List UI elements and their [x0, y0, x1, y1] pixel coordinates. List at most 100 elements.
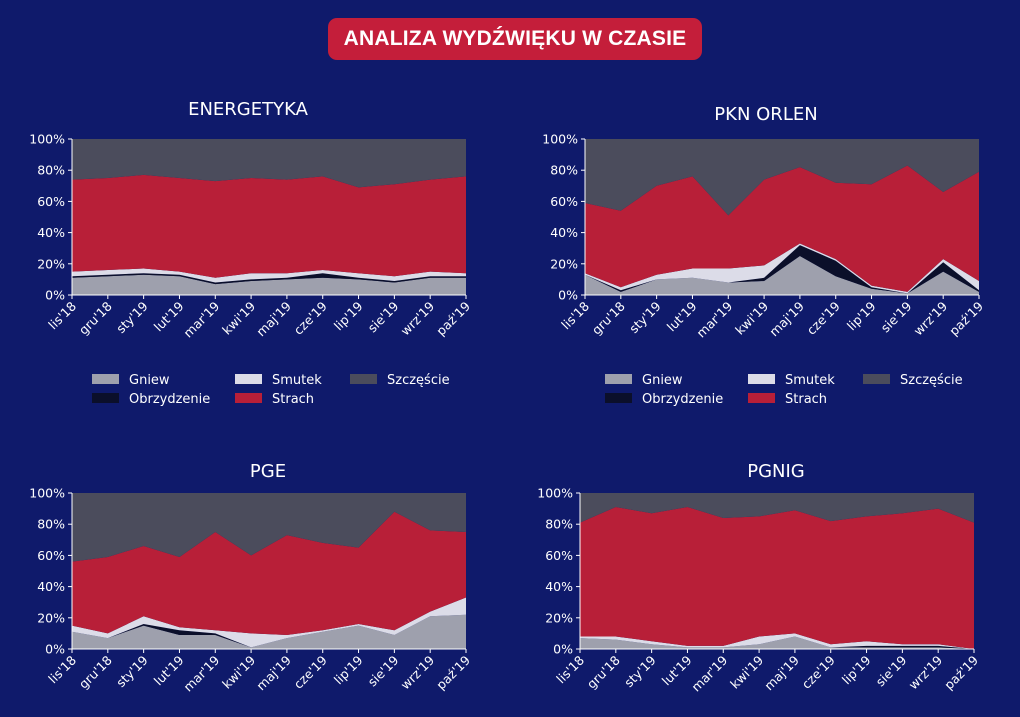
y-tick-label: 40% — [37, 225, 65, 240]
x-tick-label: gru'18 — [589, 298, 628, 337]
x-tick-label: gru'18 — [76, 298, 115, 337]
legend-label: Gniew — [642, 373, 683, 388]
y-tick-label: 60% — [545, 548, 573, 563]
x-tick-label: paź'19 — [433, 652, 473, 692]
chart-title-pgnig: PGNIG — [747, 461, 805, 482]
area-smutek — [72, 268, 466, 283]
x-tick-label: mar'19 — [693, 298, 735, 340]
legend-label: Szczęście — [387, 373, 450, 388]
x-tick-label: lip'19 — [331, 652, 366, 687]
area-smutek — [585, 243, 979, 294]
x-tick-label: mar'19 — [688, 652, 730, 694]
area-strach — [72, 174, 466, 278]
x-tick-label: maj'19 — [253, 652, 294, 693]
x-tick-label: cze'19 — [291, 652, 330, 691]
y-tick-label: 60% — [37, 548, 65, 563]
legend-swatch-szczęście — [863, 374, 890, 384]
x-tick-label: gru'18 — [584, 652, 623, 691]
x-tick-label: kwi'19 — [727, 652, 766, 691]
area-szczęście — [72, 139, 466, 188]
legend: Gniew Smutek Szczęście Obrzydzenie Strach — [605, 373, 963, 407]
legend-swatch-obrzydzenie — [605, 393, 632, 403]
x-tick-label: lis'18 — [553, 652, 587, 686]
legend-label: Szczęście — [900, 373, 963, 388]
y-tick-label: 60% — [550, 194, 578, 209]
x-tick-label: maj'19 — [253, 298, 294, 339]
x-tick-label: mar'19 — [180, 652, 222, 694]
x-tick-label: wrz'19 — [911, 298, 951, 338]
x-tick-label: sty'19 — [113, 652, 151, 690]
y-tick-label: 20% — [550, 256, 578, 271]
x-tick-label: mar'19 — [180, 298, 222, 340]
y-tick-label: 20% — [545, 610, 573, 625]
x-tick-label: sie'19 — [365, 298, 402, 335]
x-tick-label: lis'18 — [558, 298, 592, 332]
area-gniew — [585, 256, 979, 295]
x-tick-label: paź'19 — [941, 652, 981, 692]
x-tick-label: maj'19 — [761, 652, 802, 693]
legend-label: Obrzydzenie — [129, 392, 210, 407]
x-tick-label: kwi'19 — [219, 652, 258, 691]
x-tick-label: maj'19 — [766, 298, 807, 339]
legend-swatch-gniew — [92, 374, 119, 384]
legend-swatch-strach — [748, 393, 775, 403]
area-strach — [72, 511, 466, 635]
y-tick-label: 100% — [537, 486, 573, 501]
x-tick-label: paź'19 — [946, 298, 986, 338]
legend-label: Obrzydzenie — [642, 392, 723, 407]
y-tick-label: 0% — [45, 288, 65, 303]
legend-swatch-gniew — [605, 374, 632, 384]
y-tick-label: 80% — [545, 517, 573, 532]
y-tick-label: 100% — [29, 486, 65, 501]
y-tick-label: 60% — [37, 194, 65, 209]
x-tick-label: lip'19 — [839, 652, 874, 687]
area-gniew — [72, 274, 466, 295]
area-strach — [580, 507, 974, 649]
area-obrzydzenie — [72, 273, 466, 285]
x-tick-label: gru'18 — [76, 652, 115, 691]
y-tick-label: 40% — [37, 579, 65, 594]
y-tick-label: 0% — [45, 642, 65, 657]
legend-swatch-smutek — [235, 374, 262, 384]
y-tick-label: 40% — [550, 225, 578, 240]
x-tick-label: cze'19 — [291, 298, 330, 337]
y-tick-label: 100% — [542, 132, 578, 147]
x-tick-label: lip'19 — [331, 298, 366, 333]
area-gniew — [72, 614, 466, 649]
x-tick-label: paź'19 — [433, 298, 473, 338]
x-tick-label: kwi'19 — [732, 298, 771, 337]
legend-label: Strach — [785, 392, 827, 407]
y-tick-label: 80% — [37, 163, 65, 178]
chart-title-pkn-orlen: PKN ORLEN — [714, 104, 818, 125]
y-tick-label: 20% — [37, 256, 65, 271]
area-smutek — [580, 633, 974, 649]
x-tick-label: lis'18 — [45, 298, 79, 332]
x-tick-label: sty'19 — [113, 298, 151, 336]
y-tick-label: 20% — [37, 610, 65, 625]
x-tick-label: wrz'19 — [906, 652, 946, 692]
area-strach — [585, 165, 979, 292]
x-tick-label: sty'19 — [621, 652, 659, 690]
x-tick-label: wrz'19 — [398, 298, 438, 338]
legend-swatch-szczęście — [350, 374, 377, 384]
y-tick-label: 40% — [545, 579, 573, 594]
area-smutek — [72, 597, 466, 648]
y-tick-label: 0% — [553, 642, 573, 657]
legend: Gniew Smutek Szczęście Obrzydzenie Strach — [92, 373, 450, 407]
x-tick-label: lis'18 — [45, 652, 79, 686]
x-tick-label: wrz'19 — [398, 652, 438, 692]
area-szczęście — [585, 139, 979, 216]
legend-label: Smutek — [272, 373, 322, 388]
page-title: ANALIZA WYDŹWIĘKU W CZASIE — [328, 18, 702, 60]
x-tick-label: sie'19 — [878, 298, 915, 335]
y-tick-label: 80% — [550, 163, 578, 178]
chart-title-pge: PGE — [249, 461, 287, 482]
legend-swatch-obrzydzenie — [92, 393, 119, 403]
legend-label: Smutek — [785, 373, 835, 388]
y-tick-label: 80% — [37, 517, 65, 532]
legend-label: Strach — [272, 392, 314, 407]
